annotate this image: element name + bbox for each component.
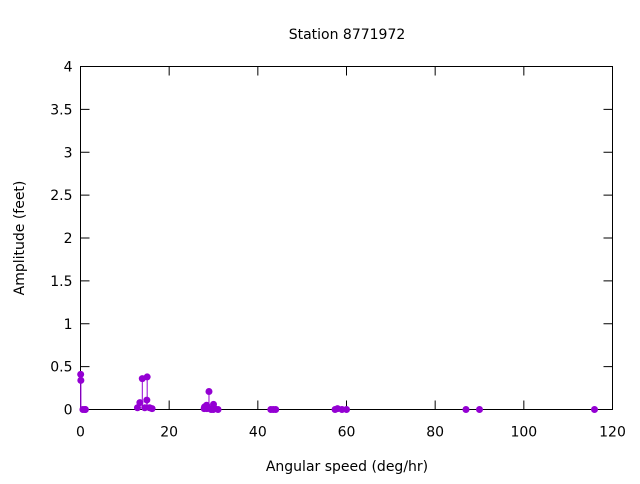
data-point bbox=[77, 376, 85, 384]
data-point bbox=[462, 406, 470, 413]
data-point bbox=[272, 406, 280, 413]
x-tick-label: 20 bbox=[160, 425, 178, 441]
x-tick-label: 60 bbox=[338, 425, 356, 441]
plot-frame bbox=[80, 66, 613, 410]
data-point bbox=[205, 387, 213, 395]
data-point bbox=[591, 406, 599, 413]
data-point bbox=[81, 406, 89, 413]
chart-title: Station 8771972 bbox=[289, 27, 406, 43]
data-point bbox=[77, 370, 85, 378]
y-axis-label: Amplitude (feet) bbox=[12, 181, 28, 296]
data-point bbox=[214, 406, 222, 413]
y-tick-label: 1 bbox=[64, 317, 73, 333]
data-point bbox=[343, 406, 350, 413]
x-tick-label: 40 bbox=[249, 425, 267, 441]
y-tick-label: 0.5 bbox=[50, 360, 72, 376]
y-tick-label: 3.5 bbox=[50, 102, 72, 118]
y-tick-label: 2 bbox=[64, 231, 73, 247]
y-tick-label: 3 bbox=[64, 145, 73, 161]
x-axis-label: Angular speed (deg/hr) bbox=[266, 459, 428, 475]
x-tick-label: 80 bbox=[426, 425, 444, 441]
x-tick-label: 100 bbox=[510, 425, 537, 441]
data-point bbox=[136, 399, 144, 407]
y-tick-label: 4 bbox=[64, 60, 73, 76]
data-point bbox=[143, 373, 151, 381]
data-marks bbox=[77, 370, 599, 413]
data-point bbox=[476, 406, 483, 413]
x-tick-label: 0 bbox=[76, 425, 85, 441]
data-point bbox=[148, 405, 156, 413]
axis-ticks: 0 20 40 60 80 100 120 0 0.5 1 1.5 2 2.5 3 3.5 4 bbox=[50, 60, 626, 441]
y-tick-label: 1.5 bbox=[50, 274, 72, 290]
data-point bbox=[143, 396, 151, 404]
x-tick-label: 120 bbox=[599, 425, 626, 441]
y-tick-label: 2.5 bbox=[50, 188, 72, 204]
y-tick-label: 0 bbox=[64, 403, 73, 419]
data-point bbox=[141, 404, 149, 412]
